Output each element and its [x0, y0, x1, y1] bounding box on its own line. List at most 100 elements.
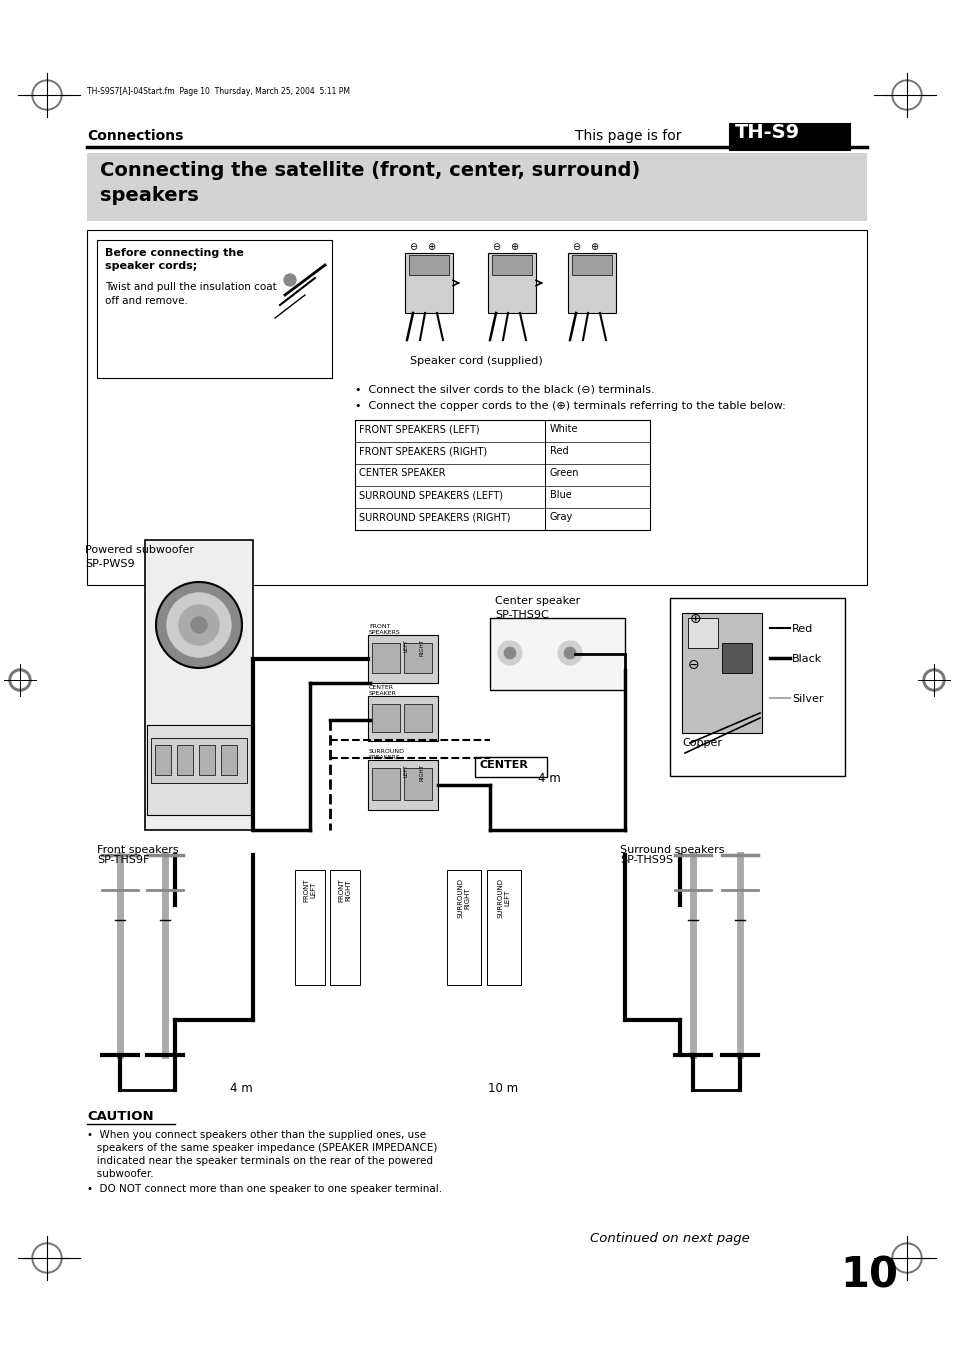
Circle shape [891, 1243, 921, 1273]
Text: 10: 10 [840, 1255, 897, 1297]
Bar [669, 598, 844, 775]
Text: Front speakers: Front speakers [97, 844, 178, 855]
Bar [368, 696, 437, 740]
Text: CENTER: CENTER [479, 761, 528, 770]
Text: •  Connect the copper cords to the (⊕) terminals referring to the table below:: • Connect the copper cords to the (⊕) te… [355, 401, 785, 411]
Text: FRONT
LEFT: FRONT LEFT [303, 878, 316, 901]
Text: Twist and pull the insulation coat
off and remove.: Twist and pull the insulation coat off a… [105, 282, 276, 305]
Bar [403, 767, 432, 800]
Text: ⊖: ⊖ [409, 242, 416, 253]
Bar [721, 643, 751, 673]
Bar [486, 870, 520, 985]
Text: TH-S9: TH-S9 [734, 123, 800, 142]
Text: Powered subwoofer: Powered subwoofer [85, 544, 193, 555]
Circle shape [32, 80, 62, 109]
Text: SURROUND
RIGHT: SURROUND RIGHT [457, 878, 470, 917]
Bar [151, 738, 247, 784]
Bar [403, 704, 432, 732]
Text: CENTER SPEAKER: CENTER SPEAKER [358, 467, 445, 478]
Text: Silver: Silver [791, 694, 822, 704]
Circle shape [558, 640, 581, 665]
Text: speakers: speakers [100, 186, 198, 205]
Text: White: White [550, 424, 578, 434]
Bar [368, 761, 437, 811]
Bar [681, 613, 761, 734]
Text: ⊖: ⊖ [492, 242, 499, 253]
Text: SP-THS9F: SP-THS9F [97, 855, 150, 865]
Text: FRONT
RIGHT: FRONT RIGHT [338, 878, 351, 901]
Bar [372, 643, 399, 673]
Text: •  When you connect speakers other than the supplied ones, use: • When you connect speakers other than t… [87, 1129, 426, 1140]
Text: FRONT SPEAKERS (LEFT): FRONT SPEAKERS (LEFT) [358, 424, 479, 434]
Bar [87, 153, 866, 222]
Text: TH-S9S7[A]-04Start.fm  Page 10  Thursday, March 25, 2004  5:11 PM: TH-S9S7[A]-04Start.fm Page 10 Thursday, … [87, 86, 350, 96]
Bar [145, 540, 253, 830]
Bar [572, 255, 612, 276]
Bar [355, 420, 649, 530]
Bar [372, 704, 399, 732]
Text: ⊕: ⊕ [510, 242, 517, 253]
Text: ⊕: ⊕ [589, 242, 598, 253]
Text: SURROUND SPEAKERS (LEFT): SURROUND SPEAKERS (LEFT) [358, 490, 502, 500]
Bar [372, 767, 399, 800]
Circle shape [32, 1243, 62, 1273]
Text: RIGHT: RIGHT [419, 639, 424, 657]
Bar [687, 617, 718, 648]
Text: Connecting the satellite (front, center, surround): Connecting the satellite (front, center,… [100, 161, 639, 180]
Text: SP-THS9C: SP-THS9C [495, 611, 548, 620]
Text: Red: Red [791, 624, 812, 634]
Text: Red: Red [550, 446, 568, 457]
Text: 10 m: 10 m [488, 1082, 517, 1096]
Text: Center speaker: Center speaker [495, 596, 579, 607]
Text: ⊖: ⊖ [687, 658, 699, 671]
Text: FRONT SPEAKERS (RIGHT): FRONT SPEAKERS (RIGHT) [358, 446, 487, 457]
Text: •  DO NOT connect more than one speaker to one speaker terminal.: • DO NOT connect more than one speaker t… [87, 1183, 441, 1194]
Bar [490, 617, 624, 690]
Text: SURROUND
LEFT: SURROUND LEFT [497, 878, 510, 917]
Text: 4 m: 4 m [537, 771, 560, 785]
Circle shape [12, 671, 28, 688]
Text: Continued on next page: Continued on next page [589, 1232, 749, 1246]
Text: LEFT: LEFT [403, 639, 409, 651]
Text: •  Connect the silver cords to the black (⊖) terminals.: • Connect the silver cords to the black … [355, 385, 654, 394]
Bar [294, 870, 325, 985]
Circle shape [893, 82, 919, 108]
Bar [221, 744, 236, 775]
Text: Green: Green [550, 467, 578, 478]
Text: 4 m: 4 m [230, 1082, 253, 1096]
Bar [475, 757, 546, 777]
Bar [447, 870, 480, 985]
Circle shape [891, 80, 921, 109]
Text: FRONT
SPEAKERS: FRONT SPEAKERS [369, 624, 400, 635]
Circle shape [179, 605, 219, 644]
Text: Black: Black [791, 654, 821, 663]
Bar [409, 255, 449, 276]
Bar [147, 725, 251, 815]
Text: SP-PWS9: SP-PWS9 [85, 559, 134, 569]
Circle shape [191, 617, 207, 634]
Text: Speaker cord (supplied): Speaker cord (supplied) [410, 357, 542, 366]
Text: ⊕: ⊕ [427, 242, 435, 253]
Text: ⊖: ⊖ [572, 242, 579, 253]
Text: LEFT: LEFT [403, 765, 409, 777]
Circle shape [34, 82, 60, 108]
Circle shape [563, 647, 576, 659]
Text: Connections: Connections [87, 128, 183, 143]
Bar [368, 635, 437, 684]
Text: ⊕: ⊕ [689, 612, 700, 626]
Text: subwoofer.: subwoofer. [87, 1169, 153, 1179]
Text: Gray: Gray [550, 512, 573, 521]
Bar [199, 744, 214, 775]
Bar [729, 124, 849, 150]
Text: Surround speakers: Surround speakers [619, 844, 723, 855]
Circle shape [34, 1246, 60, 1271]
Text: CENTER
SPEAKER: CENTER SPEAKER [369, 685, 396, 696]
Text: indicated near the speaker terminals on the rear of the powered: indicated near the speaker terminals on … [87, 1156, 433, 1166]
Bar [177, 744, 193, 775]
Text: speakers of the same speaker impedance (SPEAKER IMPEDANCE): speakers of the same speaker impedance (… [87, 1143, 436, 1152]
Text: Copper: Copper [681, 738, 721, 748]
Bar [87, 230, 866, 585]
Circle shape [503, 647, 516, 659]
Bar [97, 240, 332, 378]
Bar [405, 253, 453, 313]
